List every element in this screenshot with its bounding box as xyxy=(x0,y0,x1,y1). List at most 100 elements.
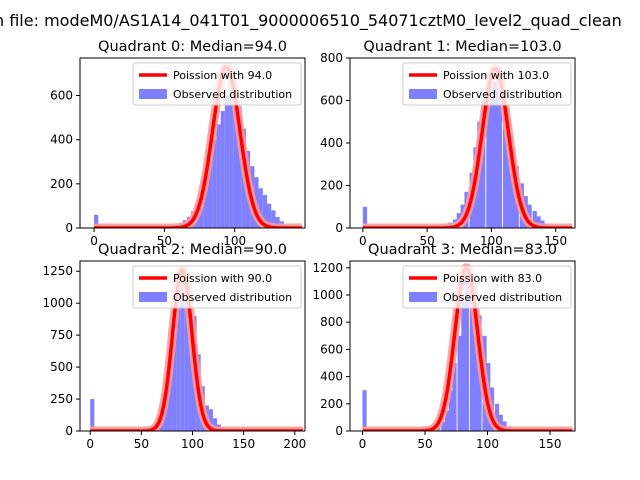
subplot-quadrant-0: 0 50 100 0 200 400 600 Poission with 94.0 Observ… xyxy=(50,39,306,248)
axes-frame xyxy=(349,260,576,432)
x-tick-label: 0 xyxy=(90,234,98,248)
histogram-bar xyxy=(448,390,453,431)
legend-bar-swatch xyxy=(139,89,167,99)
histogram-bar xyxy=(532,211,537,228)
y-tick-label: 600 xyxy=(320,342,343,356)
legend-bar-swatch xyxy=(409,292,437,302)
histogram-bar xyxy=(473,301,478,431)
y-tick-label: 800 xyxy=(320,315,343,329)
histogram-bar xyxy=(503,109,508,228)
x-tick-label: 0 xyxy=(86,437,94,451)
subplot-quadrant-1: 0 50 100 150 0 200 400 600 800 Poission with 103.… xyxy=(320,39,576,248)
histogram-bar xyxy=(172,335,177,431)
histogram-bar xyxy=(167,367,173,431)
poisson-curve xyxy=(93,65,304,228)
x-tick-label: 0 xyxy=(359,437,367,451)
y-tick-label: 400 xyxy=(320,370,343,384)
y-tick-label: 0 xyxy=(335,424,343,438)
y-tick-label: 200 xyxy=(320,179,343,193)
x-tick-label: 150 xyxy=(539,437,562,451)
histogram-bar xyxy=(258,188,263,228)
histogram-bar xyxy=(203,175,208,228)
histogram-bar xyxy=(494,81,499,228)
histogram-bar xyxy=(90,399,95,431)
histogram-bar xyxy=(176,303,181,431)
x-tick-label: 50 xyxy=(134,437,149,451)
x-tick-label: 0 xyxy=(359,234,367,248)
x-tick-label: 50 xyxy=(417,437,432,451)
legend-bar-label: Observed distribution xyxy=(443,291,562,304)
histogram-bar xyxy=(461,301,466,431)
y-tick-label: 750 xyxy=(50,328,73,342)
histogram-bar xyxy=(486,83,491,228)
histogram-bar xyxy=(457,335,462,431)
legend-box xyxy=(402,62,572,106)
histogram-bar xyxy=(445,410,450,431)
histogram-bar xyxy=(362,390,367,431)
histogram-bar xyxy=(465,281,470,431)
legend: Poission with 94.0 Observed distribution xyxy=(132,62,302,106)
histogram-bar xyxy=(470,288,475,431)
subplot-quadrant-2: 0 50 100 150 200 0 250 500 750 1000 1250 Poission w… xyxy=(42,242,306,451)
subplot-title: Quadrant 0: Median=94.0 xyxy=(98,39,287,55)
y-tick-label: 1200 xyxy=(312,261,343,275)
plot-area xyxy=(90,62,305,228)
y-tick-label: 1000 xyxy=(42,296,73,310)
legend-line-label: Poission with 83.0 xyxy=(443,272,542,285)
y-tick-label: 0 xyxy=(335,221,343,235)
legend-bar-label: Observed distribution xyxy=(173,291,292,304)
legend-line-label: Poission with 94.0 xyxy=(173,69,272,82)
x-tick-label: 150 xyxy=(544,234,567,248)
histogram-bar xyxy=(441,421,446,431)
histogram-bar xyxy=(481,100,486,228)
histogram-bar xyxy=(506,128,512,228)
subplot-quadrant-3: 0 50 100 150 0 200 400 600 800 1000 1200 Poission w… xyxy=(312,242,576,451)
histogram-bar xyxy=(207,159,213,228)
histogram-bar xyxy=(233,99,238,228)
histogram-bar xyxy=(267,203,272,228)
histogram-bar xyxy=(212,418,218,431)
x-tick-label: 100 xyxy=(476,437,499,451)
x-tick-label: 100 xyxy=(181,437,204,451)
plot-area xyxy=(86,265,305,431)
y-tick-label: 500 xyxy=(50,360,73,374)
subplot-title: Quadrant 1: Median=103.0 xyxy=(363,39,561,55)
plot-area xyxy=(359,64,575,228)
x-tick-label: 100 xyxy=(480,234,503,248)
histogram-bar xyxy=(237,106,242,228)
y-tick-label: 0 xyxy=(65,424,73,438)
poisson-curve xyxy=(88,268,305,431)
histogram-bar xyxy=(490,79,495,228)
y-tick-label: 400 xyxy=(320,136,343,150)
x-tick-label: 150 xyxy=(232,437,255,451)
histogram-bar xyxy=(229,86,234,228)
x-tick-label: 50 xyxy=(420,234,435,248)
histogram-bar xyxy=(271,210,276,228)
y-tick-label: 0 xyxy=(65,221,73,235)
legend-bar-swatch xyxy=(409,89,437,99)
y-tick-label: 400 xyxy=(50,133,73,147)
histogram-bar xyxy=(220,110,225,228)
subplot-title: Quadrant 2: Median=90.0 xyxy=(98,242,287,258)
histogram-bar xyxy=(536,216,541,228)
legend-line-label: Poission with 90.0 xyxy=(173,272,272,285)
legend-box xyxy=(132,62,302,106)
figure-suptitle: n file: modeM0/AS1A14_041T01_9000006510_… xyxy=(0,11,622,31)
subplot-title: Quadrant 3: Median=83.0 xyxy=(368,242,557,258)
histogram-bar xyxy=(262,194,268,228)
legend-bar-label: Observed distribution xyxy=(173,88,292,101)
x-tick-label: 50 xyxy=(157,234,172,248)
histogram-bar xyxy=(180,284,185,431)
histogram-bar xyxy=(452,363,457,431)
histogram-bar xyxy=(224,95,230,228)
y-tick-label: 1250 xyxy=(42,264,73,278)
poisson-curve xyxy=(361,66,574,228)
histogram-bar xyxy=(94,214,99,228)
histogram-bar xyxy=(216,124,221,228)
histogram-bar xyxy=(275,216,280,228)
axes-frame xyxy=(79,57,306,229)
x-tick-label: 100 xyxy=(223,234,246,248)
histogram-bar xyxy=(184,277,189,431)
legend-bar-label: Observed distribution xyxy=(443,88,562,101)
legend-box xyxy=(132,265,302,309)
